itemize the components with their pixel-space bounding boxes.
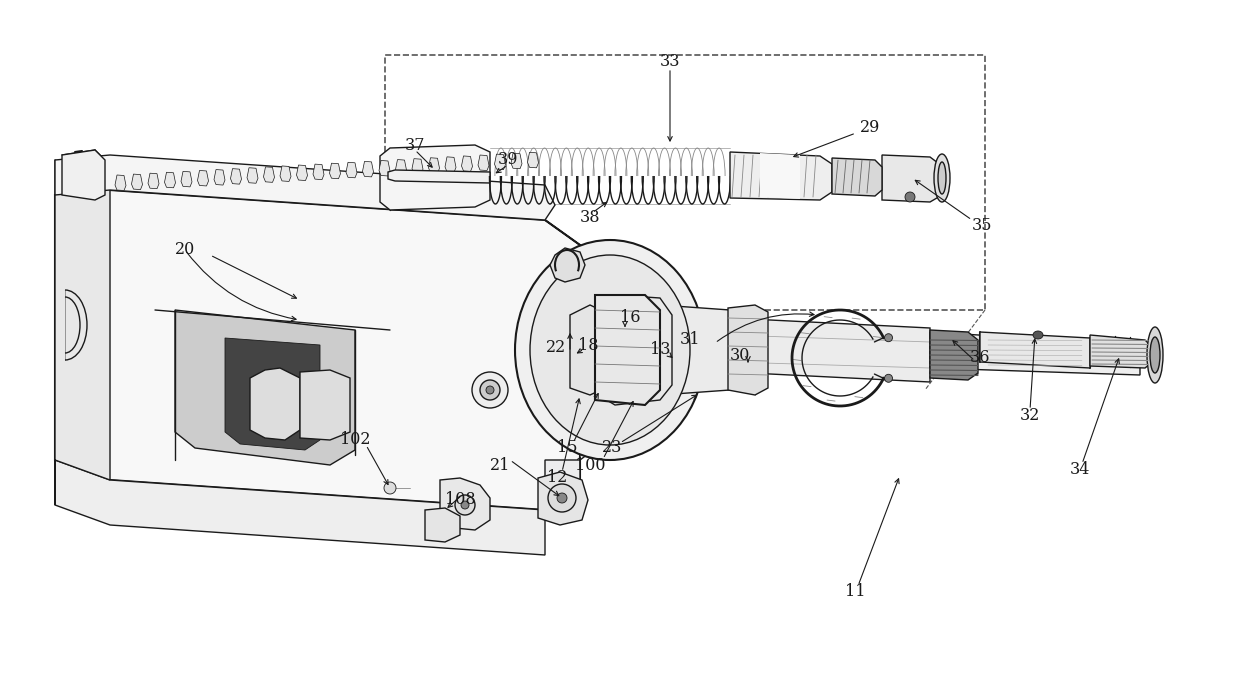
Text: 13: 13: [650, 342, 671, 358]
Ellipse shape: [384, 482, 396, 494]
Polygon shape: [930, 332, 1140, 375]
Ellipse shape: [455, 495, 475, 515]
Text: 39: 39: [497, 152, 518, 168]
Polygon shape: [495, 154, 506, 170]
Polygon shape: [280, 166, 291, 182]
Polygon shape: [181, 171, 192, 187]
Polygon shape: [165, 173, 176, 188]
Polygon shape: [930, 330, 978, 380]
Polygon shape: [231, 168, 242, 184]
Polygon shape: [263, 167, 274, 182]
Ellipse shape: [905, 192, 915, 202]
Polygon shape: [477, 155, 489, 171]
Polygon shape: [546, 220, 610, 510]
Text: 23: 23: [601, 439, 622, 457]
Ellipse shape: [472, 372, 508, 408]
Ellipse shape: [529, 255, 689, 445]
Polygon shape: [590, 295, 672, 405]
Polygon shape: [832, 158, 882, 196]
Polygon shape: [980, 332, 1090, 368]
Polygon shape: [55, 155, 556, 220]
Text: 37: 37: [404, 136, 425, 154]
Polygon shape: [440, 478, 490, 530]
Polygon shape: [296, 165, 308, 180]
Ellipse shape: [934, 154, 950, 202]
Text: 33: 33: [660, 54, 681, 70]
Polygon shape: [224, 338, 320, 450]
Text: 18: 18: [578, 336, 598, 354]
Polygon shape: [300, 370, 350, 440]
Text: 31: 31: [680, 331, 701, 349]
Text: 12: 12: [547, 470, 567, 487]
Ellipse shape: [884, 374, 893, 382]
Text: 22: 22: [546, 340, 567, 356]
Text: 108: 108: [445, 491, 475, 509]
Text: 34: 34: [1070, 461, 1090, 479]
Polygon shape: [760, 153, 800, 199]
Polygon shape: [511, 153, 522, 168]
Text: 35: 35: [972, 216, 992, 233]
Text: 16: 16: [620, 310, 640, 326]
Polygon shape: [425, 508, 460, 542]
Text: 102: 102: [340, 432, 371, 448]
Polygon shape: [882, 155, 942, 202]
Text: 15: 15: [557, 439, 578, 457]
Ellipse shape: [461, 501, 469, 509]
Polygon shape: [131, 174, 143, 189]
Polygon shape: [55, 460, 546, 555]
Ellipse shape: [557, 493, 567, 503]
Polygon shape: [346, 162, 357, 177]
Polygon shape: [362, 161, 373, 177]
Polygon shape: [247, 168, 258, 183]
Text: 100: 100: [575, 457, 605, 473]
Ellipse shape: [1149, 337, 1159, 373]
Polygon shape: [55, 190, 580, 510]
Polygon shape: [330, 163, 341, 179]
Polygon shape: [660, 305, 730, 395]
Polygon shape: [527, 152, 538, 168]
Polygon shape: [148, 173, 159, 189]
Polygon shape: [379, 161, 391, 176]
Polygon shape: [412, 159, 423, 174]
Polygon shape: [379, 145, 490, 210]
Polygon shape: [570, 305, 605, 395]
Polygon shape: [1090, 335, 1154, 368]
Bar: [384, 55, 985, 310]
Text: 20: 20: [175, 242, 195, 258]
Ellipse shape: [480, 380, 500, 400]
Ellipse shape: [515, 240, 706, 460]
Text: 29: 29: [859, 120, 880, 136]
Polygon shape: [551, 248, 585, 282]
Ellipse shape: [884, 333, 893, 342]
Text: 32: 32: [1019, 406, 1040, 423]
Ellipse shape: [486, 386, 494, 394]
Polygon shape: [429, 158, 439, 173]
Ellipse shape: [548, 484, 577, 512]
Text: 30: 30: [730, 347, 750, 363]
Ellipse shape: [937, 162, 946, 194]
Polygon shape: [538, 472, 588, 525]
Polygon shape: [215, 170, 224, 185]
Polygon shape: [461, 156, 472, 171]
Ellipse shape: [1033, 331, 1043, 339]
Polygon shape: [312, 164, 324, 180]
Text: 11: 11: [844, 583, 866, 601]
Ellipse shape: [1147, 327, 1163, 383]
Polygon shape: [388, 170, 490, 183]
Polygon shape: [175, 310, 355, 465]
Text: 21: 21: [490, 457, 510, 473]
Polygon shape: [197, 171, 208, 186]
Polygon shape: [55, 160, 110, 505]
Text: 38: 38: [580, 209, 600, 226]
Polygon shape: [728, 305, 768, 395]
Polygon shape: [445, 157, 456, 173]
Polygon shape: [730, 318, 930, 382]
Polygon shape: [396, 159, 407, 175]
Polygon shape: [115, 175, 126, 191]
Polygon shape: [730, 152, 832, 200]
Polygon shape: [62, 150, 105, 200]
Text: 36: 36: [970, 349, 991, 367]
Polygon shape: [250, 368, 300, 440]
Polygon shape: [595, 295, 660, 405]
